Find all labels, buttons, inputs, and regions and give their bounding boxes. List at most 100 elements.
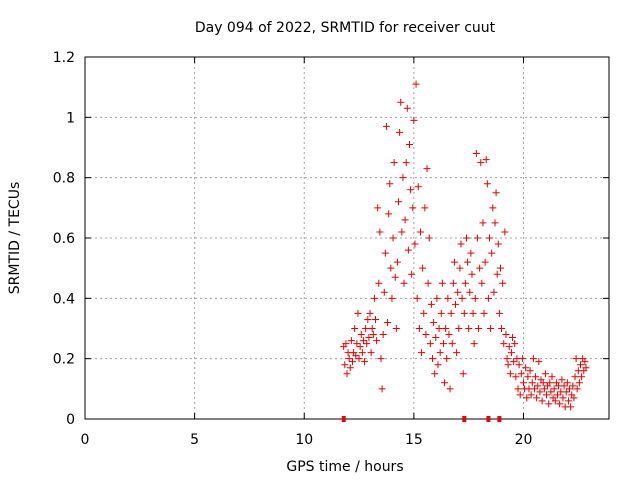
data-point <box>412 80 420 88</box>
data-point <box>391 273 399 281</box>
data-point <box>550 385 558 393</box>
data-point <box>576 361 584 369</box>
data-point <box>501 228 509 236</box>
data-point <box>385 210 393 218</box>
zero-flag-marker <box>497 416 502 422</box>
zero-flag-marker <box>341 416 346 422</box>
data-point <box>392 325 400 332</box>
data-point <box>345 355 353 363</box>
y-tick-label: 0.8 <box>53 171 75 187</box>
data-point <box>478 279 486 287</box>
data-point <box>429 355 437 363</box>
data-point <box>471 294 479 302</box>
data-point <box>357 331 365 339</box>
data-point <box>526 367 534 375</box>
data-point <box>380 288 388 296</box>
data-point <box>446 385 454 393</box>
data-point <box>342 340 350 348</box>
data-point <box>367 349 375 357</box>
x-tick-label: 15 <box>405 432 423 448</box>
data-point <box>386 180 394 188</box>
data-point <box>488 249 496 257</box>
y-tick-label: 0.4 <box>53 291 75 307</box>
data-point <box>361 358 369 366</box>
data-point <box>405 140 413 148</box>
data-point <box>388 294 396 302</box>
x-tick-label: 5 <box>190 432 199 448</box>
data-point <box>528 379 536 387</box>
data-point <box>414 183 422 191</box>
data-point <box>462 234 470 242</box>
data-point <box>573 385 581 393</box>
x-tick-label: 20 <box>515 432 533 448</box>
data-point <box>432 334 440 342</box>
data-point <box>564 397 572 405</box>
data-point <box>546 379 554 387</box>
x-tick-label: 0 <box>81 432 90 448</box>
data-point <box>495 309 503 317</box>
data-point <box>458 294 466 302</box>
data-point <box>400 279 408 287</box>
data-point <box>477 159 485 167</box>
data-point <box>363 340 371 348</box>
data-point <box>566 385 574 393</box>
data-point <box>449 279 457 287</box>
data-point <box>540 385 548 393</box>
data-point <box>353 340 361 348</box>
data-point <box>476 264 484 272</box>
data-point <box>467 249 475 257</box>
data-point <box>430 318 438 326</box>
data-point <box>572 355 580 363</box>
data-point <box>387 264 395 272</box>
data-point <box>448 340 456 348</box>
data-point <box>396 128 404 136</box>
y-tick-label: 1 <box>66 110 75 126</box>
data-points <box>340 80 590 422</box>
data-point <box>490 288 498 296</box>
data-point <box>560 382 568 390</box>
data-point <box>354 309 362 317</box>
data-point <box>409 204 417 212</box>
data-point <box>377 355 385 363</box>
data-point <box>341 361 349 369</box>
data-point <box>518 355 526 363</box>
data-point <box>536 388 544 396</box>
data-point <box>452 300 460 308</box>
data-point <box>457 240 465 248</box>
data-point <box>519 379 527 387</box>
data-point <box>447 309 455 317</box>
data-point <box>343 370 351 378</box>
data-point <box>535 358 543 366</box>
data-point <box>516 391 524 399</box>
data-point <box>502 331 510 339</box>
data-point <box>401 216 409 224</box>
data-point <box>496 264 504 272</box>
data-point <box>456 264 464 272</box>
data-point <box>545 400 553 408</box>
data-point <box>398 228 406 236</box>
data-point <box>553 391 561 399</box>
data-point <box>515 361 523 369</box>
data-point <box>374 204 382 212</box>
data-point <box>418 349 426 357</box>
data-point <box>556 400 564 408</box>
data-point <box>527 391 535 399</box>
data-point <box>368 325 376 332</box>
data-point <box>356 343 364 351</box>
data-point <box>524 373 532 381</box>
data-point <box>355 355 363 363</box>
data-point <box>506 370 514 378</box>
data-point <box>442 325 450 332</box>
data-point <box>460 309 468 317</box>
data-point <box>571 373 579 381</box>
data-point <box>362 325 370 332</box>
data-point <box>562 388 570 396</box>
y-tick-label: 1.2 <box>53 50 75 66</box>
data-point <box>532 373 540 381</box>
data-point <box>359 337 367 345</box>
data-point <box>461 279 469 287</box>
data-point <box>482 156 490 164</box>
data-point <box>499 279 507 287</box>
data-point <box>404 246 412 254</box>
data-point <box>395 198 403 206</box>
